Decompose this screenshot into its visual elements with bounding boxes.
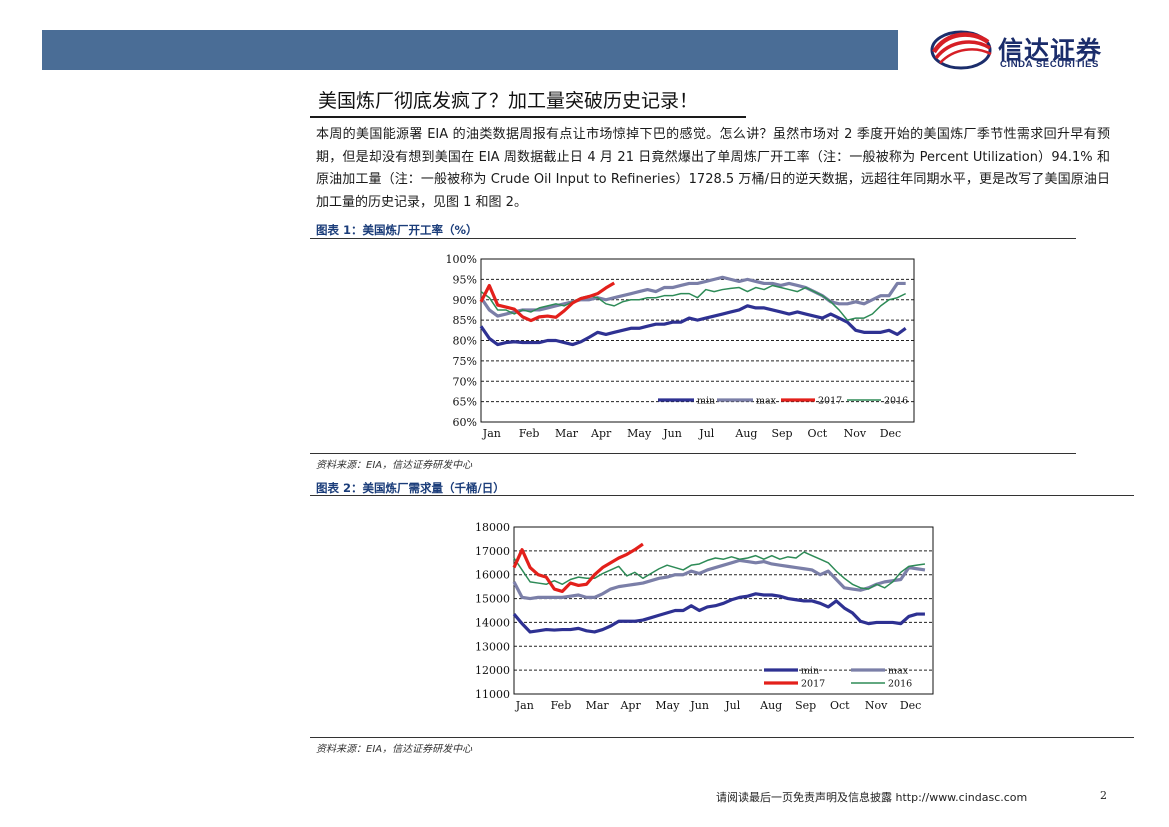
figure1-bottom-rule xyxy=(310,453,1076,454)
y-tick-label: 17000 xyxy=(475,545,510,558)
brand-name-cn: 信达证券 xyxy=(998,36,1103,65)
series-line-2016 xyxy=(480,284,907,321)
legend-label-min: min xyxy=(801,666,819,677)
plot-frame xyxy=(513,526,934,695)
y-tick-label: 95% xyxy=(453,273,477,286)
y-tick-label: 12000 xyxy=(475,664,510,677)
y-tick-label: 90% xyxy=(453,294,477,307)
y-tick-label: 75% xyxy=(453,355,477,368)
figure1-source: 资料来源：EIA，信达证券研发中心 xyxy=(316,460,473,471)
x-tick-label: Sep xyxy=(771,427,792,440)
x-tick-label: Sep xyxy=(795,699,816,712)
x-tick-label: Oct xyxy=(808,427,828,440)
page-title: 美国炼厂彻底发疯了？加工量突破历史记录！ xyxy=(318,90,699,112)
x-tick-label: Jul xyxy=(698,427,714,440)
x-tick-label: May xyxy=(627,427,652,440)
x-tick-label: May xyxy=(655,699,680,712)
page-number: 2 xyxy=(1100,789,1107,802)
figure2-caption: 图表 2：美国炼厂需求量（千桶/日） xyxy=(316,481,505,495)
y-tick-label: 13000 xyxy=(475,640,510,653)
body-paragraph: 本周的美国能源署 EIA 的油类数据周报有点让市场惊掉下巴的感觉。怎么讲？虽然市… xyxy=(316,127,1110,210)
y-tick-label: 14000 xyxy=(475,616,510,629)
header-bar xyxy=(42,30,898,70)
x-tick-label: Nov xyxy=(844,427,867,440)
x-tick-label: Dec xyxy=(880,427,902,440)
figure1-caption: 图表 1：美国炼厂开工率（%） xyxy=(316,223,478,237)
series-line-max xyxy=(479,275,906,318)
legend-label-min: min xyxy=(697,396,715,407)
series-line-2017 xyxy=(512,542,644,594)
x-tick-label: Aug xyxy=(734,427,757,440)
figure2-bottom-rule xyxy=(310,737,1134,738)
y-tick-label: 15000 xyxy=(475,593,510,606)
y-tick-label: 80% xyxy=(453,335,477,348)
legend-label-max: max xyxy=(756,396,777,407)
x-tick-label: Apr xyxy=(619,699,641,712)
legend-label-2017: 2017 xyxy=(801,679,825,690)
brand-name-en: CINDA SECURITIES xyxy=(1000,59,1099,70)
x-tick-label: Jun xyxy=(689,699,709,712)
x-tick-label: Feb xyxy=(551,699,572,712)
plot-frame xyxy=(480,258,915,423)
series-line-2016 xyxy=(513,551,926,590)
series-line-min xyxy=(479,304,907,347)
series-line-2017 xyxy=(479,281,616,323)
x-tick-label: Mar xyxy=(555,427,579,440)
legend-label-2016: 2016 xyxy=(884,396,908,407)
footer-disclaimer: 请阅读最后一页免责声明及信息披露 http://www.cindasc.com xyxy=(716,791,1028,804)
figure2-top-rule xyxy=(310,495,1134,496)
brand-logo: 信达证券 CINDA SECURITIES xyxy=(928,26,1128,76)
y-tick-label: 65% xyxy=(453,396,477,409)
y-tick-label: 60% xyxy=(453,416,477,429)
y-tick-label: 70% xyxy=(453,375,477,388)
legend-label-2017: 2017 xyxy=(818,396,842,407)
x-tick-label: Jul xyxy=(724,699,740,712)
x-tick-label: Aug xyxy=(759,699,782,712)
x-tick-label: Nov xyxy=(865,699,888,712)
figure2-source: 资料来源：EIA，信达证券研发中心 xyxy=(316,744,473,755)
x-tick-label: Jun xyxy=(662,427,682,440)
legend-label-2016: 2016 xyxy=(888,679,912,690)
cinda-logo-icon xyxy=(930,30,992,70)
y-tick-label: 85% xyxy=(453,314,477,327)
figure1-top-rule xyxy=(310,238,1076,239)
x-tick-label: Oct xyxy=(830,699,850,712)
series-line-max xyxy=(512,558,926,601)
x-tick-label: Feb xyxy=(519,427,540,440)
x-tick-label: Jan xyxy=(515,699,534,712)
x-tick-label: Dec xyxy=(900,699,922,712)
y-tick-label: 16000 xyxy=(475,569,510,582)
y-tick-label: 100% xyxy=(446,253,477,266)
legend-label-max: max xyxy=(888,666,909,677)
y-tick-label: 18000 xyxy=(475,521,510,534)
x-tick-label: Apr xyxy=(590,427,612,440)
x-tick-label: Jan xyxy=(482,427,501,440)
y-tick-label: 11000 xyxy=(475,688,510,701)
x-tick-label: Mar xyxy=(586,699,610,712)
title-underline xyxy=(310,116,746,118)
series-line-min xyxy=(512,592,925,634)
